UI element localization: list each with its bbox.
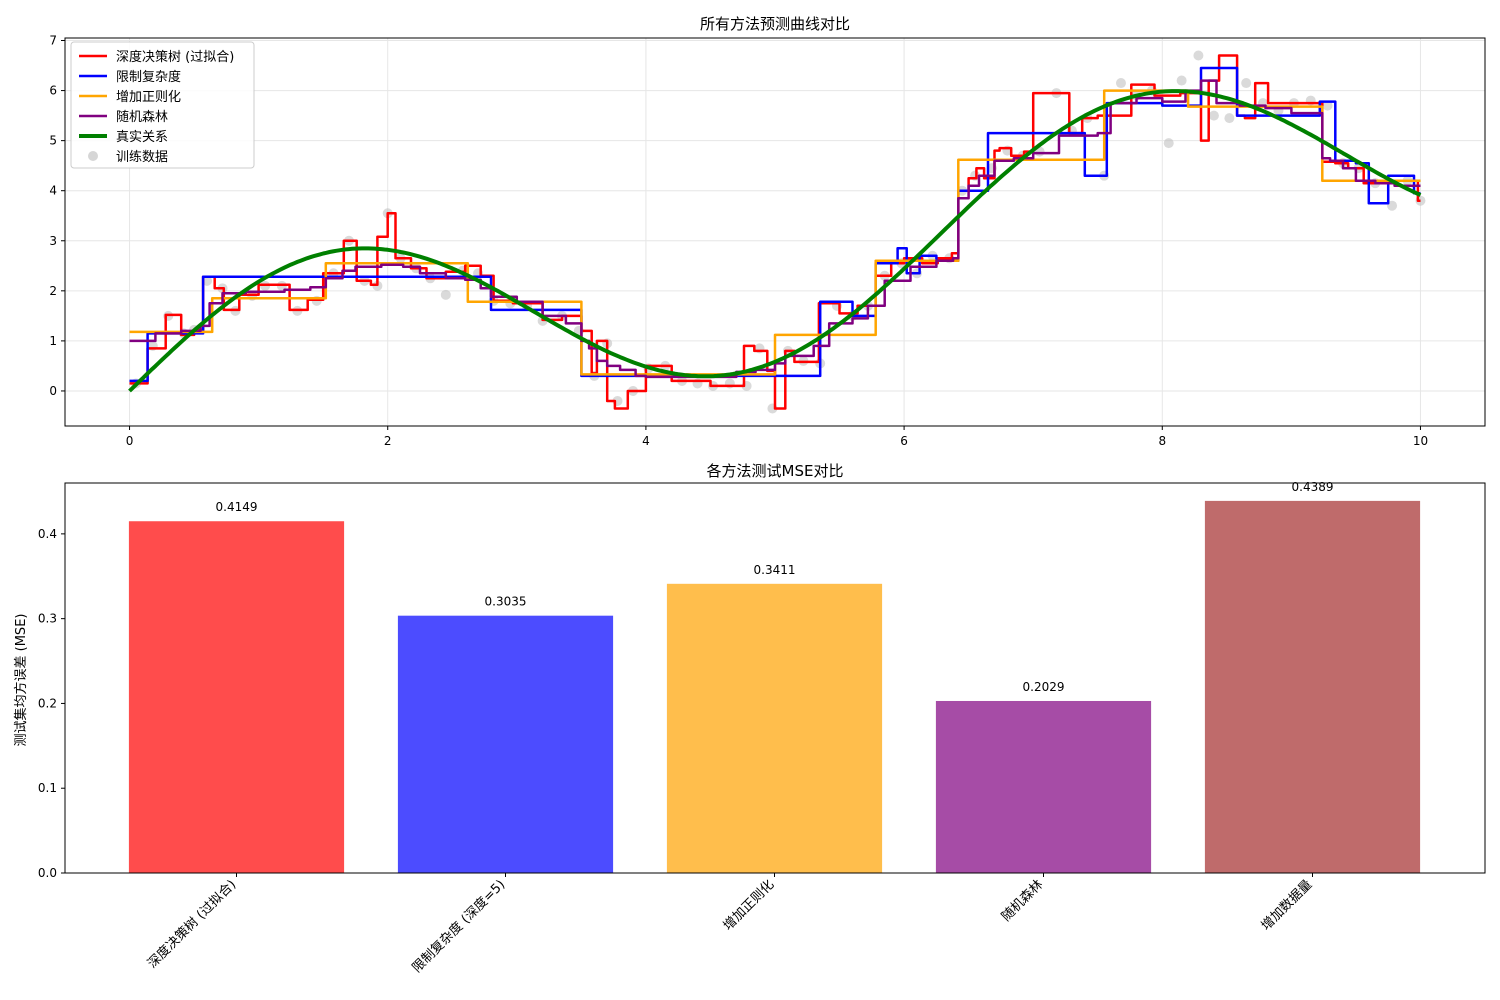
series-line-3 bbox=[129, 79, 1421, 379]
training-data-point bbox=[202, 275, 212, 286]
x-tick-label: 增加正则化 bbox=[721, 877, 778, 934]
training-data-point bbox=[1387, 200, 1398, 211]
legend-box bbox=[70, 41, 255, 169]
x-tick-label: 6 bbox=[900, 434, 908, 448]
x-tick-label: 增加数据量 bbox=[1259, 877, 1316, 934]
mse-bar bbox=[1204, 500, 1421, 873]
training-data-point bbox=[1176, 75, 1187, 86]
x-tick-label: 随机森林 bbox=[999, 877, 1046, 924]
bar-value-label: 0.2029 bbox=[1023, 680, 1065, 694]
y-tick-label: 0 bbox=[49, 384, 57, 398]
training-data-point bbox=[1322, 100, 1333, 111]
x-tick-label: 4 bbox=[642, 434, 650, 448]
bar-value-label: 0.4389 bbox=[1292, 480, 1334, 494]
y-tick-label: 6 bbox=[49, 84, 57, 98]
y-tick-label: 0.2 bbox=[38, 696, 57, 710]
y-tick-label: 0.4 bbox=[38, 527, 57, 541]
x-tick-label: 限制复杂度 (深度=5) bbox=[409, 877, 508, 976]
mse-bar bbox=[666, 583, 883, 873]
training-data-point bbox=[1163, 138, 1174, 149]
legend-label: 随机森林 bbox=[116, 110, 168, 125]
bar-value-label: 0.3035 bbox=[485, 595, 527, 609]
y-tick-label: 0.3 bbox=[38, 612, 57, 626]
training-data-point bbox=[1115, 78, 1126, 89]
legend-label: 增加正则化 bbox=[116, 90, 181, 105]
legend-swatch bbox=[88, 151, 98, 161]
mse-bar-chart: 各方法测试MSE对比 0.4149 0.3035 0.3411 0.2029 0.438… bbox=[13, 462, 1486, 976]
top-chart-title: 所有方法预测曲线对比 bbox=[700, 15, 850, 33]
y-tick-label: 2 bbox=[49, 284, 57, 298]
top-chart-series bbox=[128, 50, 1426, 414]
bottom-chart-y-axis-label: 测试集均方误差 (MSE) bbox=[13, 614, 29, 747]
legend-label: 限制复杂度 bbox=[116, 69, 181, 85]
top-chart-frame bbox=[64, 37, 1486, 427]
x-tick-label: 10 bbox=[1413, 434, 1428, 448]
y-tick-label: 1 bbox=[49, 334, 57, 348]
y-tick-label: 0.1 bbox=[38, 781, 57, 795]
top-chart-ticks: 0 2 4 6 8 10 0 1 2 3 4 5 6 7 bbox=[49, 34, 1428, 448]
training-data-point bbox=[1241, 78, 1252, 89]
y-tick-label: 0.0 bbox=[38, 866, 57, 880]
bar-value-label: 0.4149 bbox=[216, 500, 258, 514]
x-tick-label: 0 bbox=[126, 434, 134, 448]
series-line-1 bbox=[129, 66, 1421, 383]
training-data-point bbox=[440, 289, 451, 300]
mse-bar bbox=[397, 615, 614, 873]
mse-bar bbox=[128, 521, 345, 873]
mse-bar bbox=[935, 700, 1152, 873]
x-tick-label: 8 bbox=[1158, 434, 1166, 448]
series-line-2 bbox=[129, 89, 1421, 376]
series-line-4 bbox=[128, 89, 1422, 393]
y-tick-label: 3 bbox=[49, 234, 57, 248]
y-tick-label: 5 bbox=[49, 134, 57, 148]
prediction-curves-chart: 所有方法预测曲线对比 0 2 4 6 8 10 0 1 2 3 4 5 6 7 深度决策树 (过拟合) 限制… bbox=[49, 15, 1486, 448]
y-tick-label: 7 bbox=[49, 34, 57, 48]
legend-label: 真实关系 bbox=[116, 130, 168, 145]
y-tick-label: 4 bbox=[49, 184, 57, 198]
legend-label: 训练数据 bbox=[116, 150, 168, 165]
x-tick-label: 2 bbox=[384, 434, 392, 448]
bottom-chart-title: 各方法测试MSE对比 bbox=[707, 462, 844, 480]
bar-value-label: 0.3411 bbox=[754, 563, 796, 577]
x-tick-label: 深度决策树 (过拟合) bbox=[144, 877, 239, 972]
top-chart-grid bbox=[65, 38, 1485, 426]
legend-label: 深度决策树 (过拟合) bbox=[116, 49, 234, 65]
bottom-chart-bars: 0.4149 0.3035 0.3411 0.2029 0.4389 bbox=[128, 480, 1421, 873]
training-data-point bbox=[1193, 50, 1204, 61]
training-data-point bbox=[1208, 110, 1219, 121]
training-data-point bbox=[1224, 113, 1235, 124]
